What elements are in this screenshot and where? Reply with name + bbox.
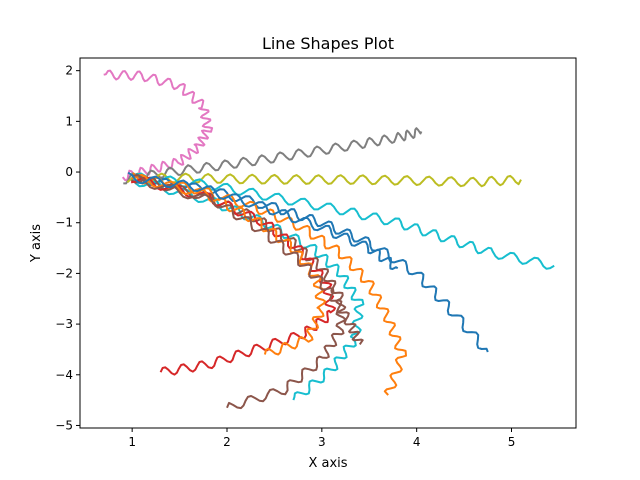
- y-tick-label: −1: [55, 216, 73, 230]
- series-line: [126, 172, 522, 188]
- series-line: [127, 171, 399, 270]
- x-axis-ticks: 1 2 3 4 5: [128, 428, 515, 449]
- x-tick-label: 1: [128, 435, 136, 449]
- series-line: [131, 172, 555, 270]
- series-line: [103, 69, 214, 182]
- y-axis-ticks: 2 1 0 −1 −2 −3 −4 −5: [55, 64, 80, 432]
- series-line: [130, 176, 336, 376]
- x-tick-label: 2: [223, 435, 231, 449]
- y-tick-label: −5: [55, 418, 73, 432]
- y-tick-label: −3: [55, 317, 73, 331]
- x-tick-label: 3: [318, 435, 326, 449]
- series-line: [130, 176, 347, 410]
- x-tick-label: 5: [508, 435, 516, 449]
- x-tick-label: 4: [413, 435, 421, 449]
- series-layer: [103, 69, 555, 410]
- y-tick-label: 2: [65, 64, 73, 78]
- x-axis-label: X axis: [308, 456, 347, 471]
- series-line: [132, 172, 407, 396]
- y-tick-label: −4: [55, 368, 73, 382]
- series-line: [131, 173, 327, 356]
- y-tick-label: −2: [55, 266, 73, 280]
- y-tick-label: 1: [65, 114, 73, 128]
- y-tick-label: 0: [65, 165, 73, 179]
- chart-title: Line Shapes Plot: [262, 34, 394, 53]
- series-line: [123, 127, 423, 185]
- y-axis-label: Y axis: [29, 224, 44, 263]
- plot-frame: [79, 57, 577, 429]
- series-line: [132, 174, 364, 345]
- series-line: [131, 177, 365, 401]
- series-line: [132, 173, 489, 353]
